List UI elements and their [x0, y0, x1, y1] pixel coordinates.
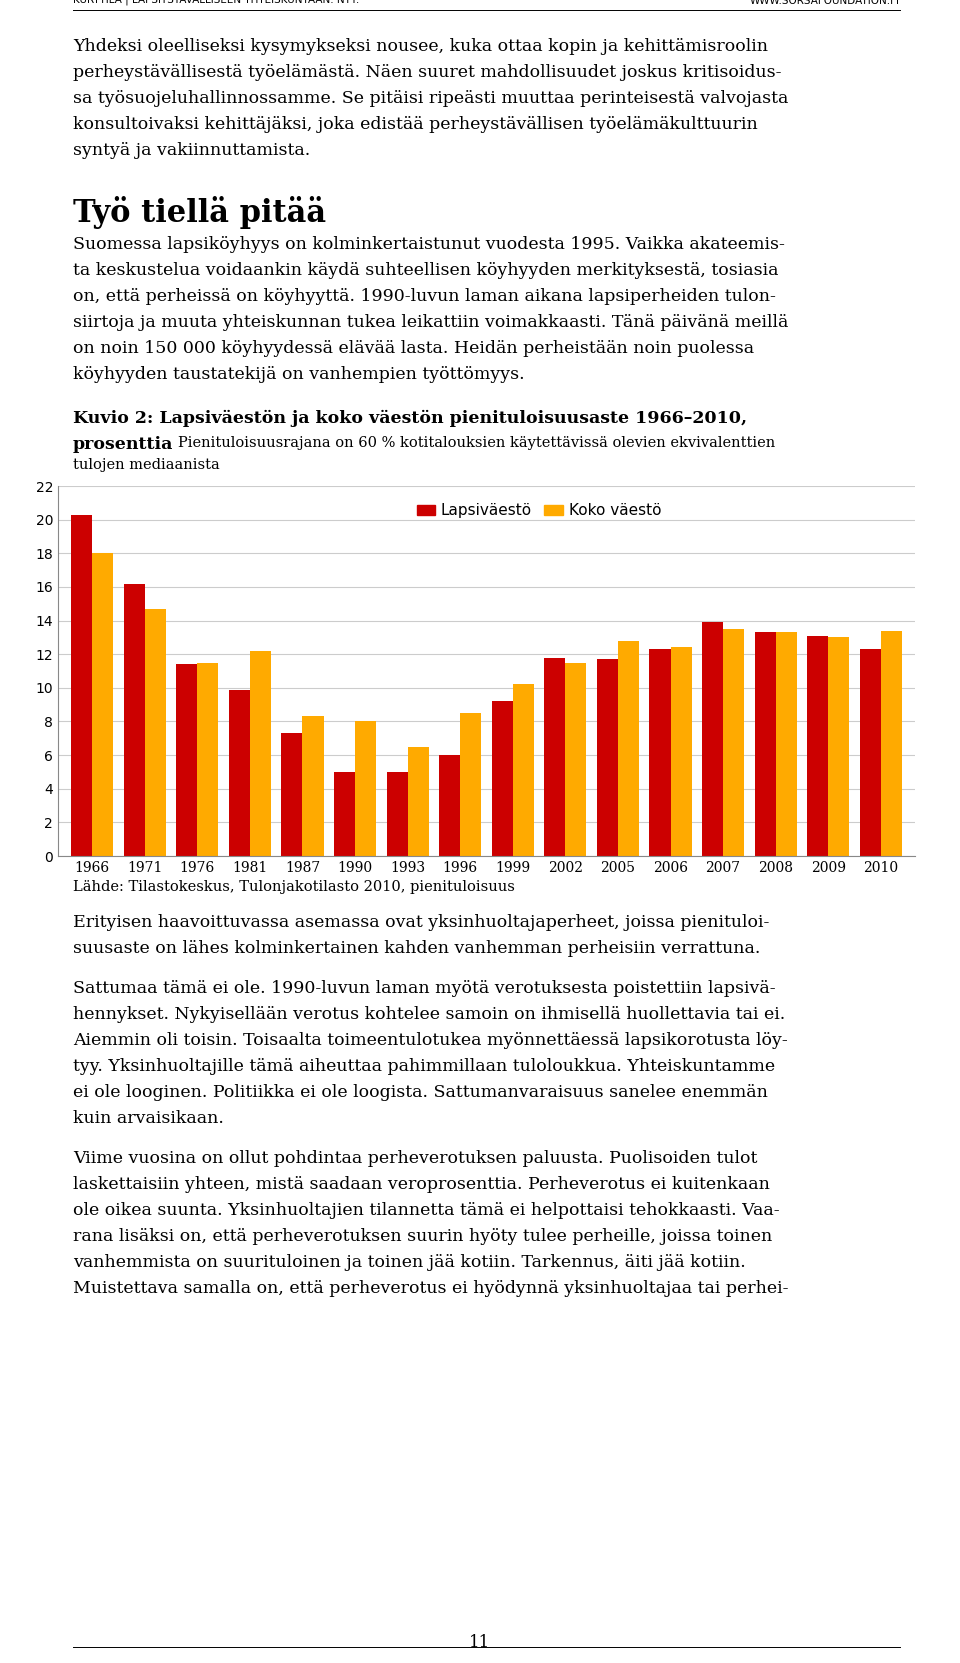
- Text: ole oikea suunta. Yksinhuoltajien tilannetta tämä ei helpottaisi tehokkaasti. Va: ole oikea suunta. Yksinhuoltajien tilann…: [73, 1202, 780, 1219]
- Text: vanhemmista on suurituloinen ja toinen jää kotiin. Tarkennus, äiti jää kotiin.: vanhemmista on suurituloinen ja toinen j…: [73, 1254, 746, 1271]
- Text: konsultoivaksi kehittäjäksi, joka edistää perheystävällisen työelämäkulttuurin: konsultoivaksi kehittäjäksi, joka edistä…: [73, 116, 757, 133]
- Bar: [198, 662, 218, 856]
- Text: Kuvio 2: Lapsiväestön ja koko väestön pienituloisuusaste 1966–2010,: Kuvio 2: Lapsiväestön ja koko väestön pi…: [73, 411, 747, 427]
- Bar: [145, 609, 166, 856]
- Text: Pienituloisuusrajana on 60 % kotitalouksien käytettävissä olevien ekvivalenttien: Pienituloisuusrajana on 60 % kotitalouks…: [178, 436, 776, 451]
- Text: Aiemmin oli toisin. Toisaalta toimeentulotukea myönnettäessä lapsikorotusta löy-: Aiemmin oli toisin. Toisaalta toimeentul…: [73, 1033, 788, 1049]
- Text: Lähde: Tilastokeskus, Tulonjakotilasto 2010, pienituloisuus: Lähde: Tilastokeskus, Tulonjakotilasto 2…: [73, 880, 515, 895]
- Bar: [387, 772, 408, 856]
- Text: suusaste on lähes kolminkertainen kahden vanhemman perheisiin verrattuna.: suusaste on lähes kolminkertainen kahden…: [73, 940, 760, 956]
- Bar: [807, 635, 828, 856]
- Bar: [124, 584, 145, 856]
- Bar: [281, 733, 302, 856]
- Text: KURTTILA | LAPSIYSTÄVÄLLISEEN YHTEISKUNTAAN. NYT.: KURTTILA | LAPSIYSTÄVÄLLISEEN YHTEISKUNT…: [73, 0, 359, 7]
- Bar: [439, 755, 460, 856]
- Bar: [302, 717, 324, 856]
- Bar: [860, 649, 881, 856]
- Text: 11: 11: [469, 1635, 491, 1651]
- Text: laskettaisiin yhteen, mistä saadaan veroprosenttia. Perheverotus ei kuitenkaan: laskettaisiin yhteen, mistä saadaan vero…: [73, 1176, 770, 1192]
- Text: tyy. Yksinhuoltajille tämä aiheuttaa pahimmillaan tuloloukkua. Yhteiskuntamme: tyy. Yksinhuoltajille tämä aiheuttaa pah…: [73, 1058, 775, 1074]
- Text: kuin arvaisikaan.: kuin arvaisikaan.: [73, 1109, 224, 1128]
- Text: Suomessa lapsiköyhyys on kolminkertaistunut vuodesta 1995. Vaikka akateemis-: Suomessa lapsiköyhyys on kolminkertaistu…: [73, 236, 785, 253]
- Text: on noin 150 000 köyhyydessä elävää lasta. Heidän perheistään noin puolessa: on noin 150 000 köyhyydessä elävää lasta…: [73, 339, 755, 358]
- Text: Muistettava samalla on, että perheverotus ei hyödynnä yksinhuoltajaa tai perhei-: Muistettava samalla on, että perheverotu…: [73, 1281, 788, 1297]
- Text: Yhdeksi oleelliseksi kysymykseksi nousee, kuka ottaa kopin ja kehittämisroolin: Yhdeksi oleelliseksi kysymykseksi nousee…: [73, 38, 768, 55]
- Text: siirtoja ja muuta yhteiskunnan tukea leikattiin voimakkaasti. Tänä päivänä meill: siirtoja ja muuta yhteiskunnan tukea lei…: [73, 314, 788, 331]
- Text: prosenttia: prosenttia: [73, 436, 174, 452]
- Bar: [828, 637, 850, 856]
- Bar: [755, 632, 776, 856]
- Bar: [702, 622, 723, 856]
- Text: ta keskustelua voidaankin käydä suhteellisen köyhyyden merkityksestä, tosiasia: ta keskustelua voidaankin käydä suhteell…: [73, 263, 779, 279]
- Bar: [881, 630, 901, 856]
- Text: perheystävällisestä työelämästä. Näen suuret mahdollisuudet joskus kritisoidus-: perheystävällisestä työelämästä. Näen su…: [73, 63, 781, 81]
- Text: Erityisen haavoittuvassa asemassa ovat yksinhuoltajaperheet, joissa pienituloi-: Erityisen haavoittuvassa asemassa ovat y…: [73, 915, 769, 931]
- Text: ei ole looginen. Politiikka ei ole loogista. Sattumanvaraisuus sanelee enemmän: ei ole looginen. Politiikka ei ole loogi…: [73, 1084, 768, 1101]
- Bar: [776, 632, 797, 856]
- Bar: [228, 690, 250, 856]
- Text: rana lisäksi on, että perheverotuksen suurin hyöty tulee perheille, joissa toine: rana lisäksi on, että perheverotuksen su…: [73, 1227, 772, 1246]
- Bar: [71, 514, 92, 856]
- Text: tulojen mediaanista: tulojen mediaanista: [73, 457, 220, 472]
- Bar: [597, 659, 618, 856]
- Text: Viime vuosina on ollut pohdintaa perheverotuksen paluusta. Puolisoiden tulot: Viime vuosina on ollut pohdintaa perheve…: [73, 1151, 757, 1167]
- Text: köyhyyden taustatekijä on vanhempien työttömyys.: köyhyyden taustatekijä on vanhempien työ…: [73, 366, 524, 382]
- Bar: [670, 647, 691, 856]
- Bar: [460, 713, 481, 856]
- Bar: [544, 657, 565, 856]
- Bar: [408, 747, 429, 856]
- Bar: [723, 629, 744, 856]
- Bar: [355, 722, 376, 856]
- Text: on, että perheissä on köyhyyttä. 1990-luvun laman aikana lapsiperheiden tulon-: on, että perheissä on köyhyyttä. 1990-lu…: [73, 288, 776, 304]
- Bar: [334, 772, 355, 856]
- Bar: [513, 685, 534, 856]
- Text: Sattumaa tämä ei ole. 1990-luvun laman myötä verotuksesta poistettiin lapsivä-: Sattumaa tämä ei ole. 1990-luvun laman m…: [73, 980, 776, 998]
- Text: sa työsuojeluhallinnossamme. Se pitäisi ripeästi muuttaa perinteisestä valvojast: sa työsuojeluhallinnossamme. Se pitäisi …: [73, 90, 788, 106]
- Bar: [618, 640, 639, 856]
- Text: Työ tiellä pitää: Työ tiellä pitää: [73, 196, 326, 229]
- Bar: [650, 649, 670, 856]
- Text: hennykset. Nykyisellään verotus kohtelee samoin on ihmisellä huollettavia tai ei: hennykset. Nykyisellään verotus kohtelee…: [73, 1006, 785, 1023]
- Bar: [250, 650, 271, 856]
- Bar: [565, 662, 587, 856]
- Bar: [92, 554, 113, 856]
- Bar: [177, 664, 198, 856]
- Text: syntyä ja vakiinnuttamista.: syntyä ja vakiinnuttamista.: [73, 141, 310, 160]
- Legend: Lapsiväestö, Koko väestö: Lapsiväestö, Koko väestö: [411, 497, 667, 524]
- Text: WWW.SORSAFOUNDATION.FI: WWW.SORSAFOUNDATION.FI: [750, 0, 900, 7]
- Bar: [492, 702, 513, 856]
